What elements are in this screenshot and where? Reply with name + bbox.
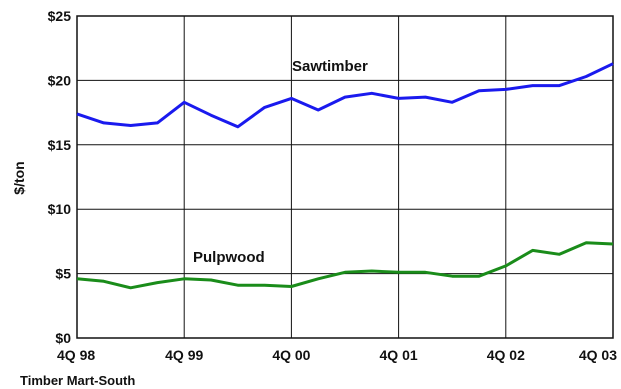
y-tick-label: $10 (48, 201, 72, 217)
y-tick-labels: $0 $5 $10 $15 $20 $25 (48, 8, 72, 346)
x-tick-labels: 4Q 98 4Q 99 4Q 00 4Q 01 4Q 02 4Q 03 (57, 347, 617, 363)
x-tick-label: 4Q 01 (380, 347, 418, 363)
series-line-pulpwood (76, 241, 614, 290)
y-axis-label: $/ton (11, 161, 27, 194)
y-tick-label: $0 (55, 330, 71, 346)
source-note: Timber Mart-South (20, 373, 135, 388)
x-tick-label: 4Q 00 (272, 347, 310, 363)
x-tick-label: 4Q 02 (487, 347, 525, 363)
y-tick-label: $25 (48, 8, 72, 24)
y-tick-label: $20 (48, 72, 72, 88)
series-label-sawtimber: Sawtimber (292, 58, 368, 75)
y-tick-label: $5 (55, 266, 71, 282)
series-lines (76, 62, 614, 290)
x-tick-label: 4Q 98 (57, 347, 95, 363)
y-tick-label: $15 (48, 137, 72, 153)
gridlines (77, 16, 613, 338)
series-line-sawtimber (76, 62, 614, 129)
series-label-pulpwood: Pulpwood (193, 249, 265, 266)
plot-area (76, 15, 614, 339)
x-tick-label: 4Q 99 (165, 347, 203, 363)
x-tick-label: 4Q 03 (579, 347, 617, 363)
